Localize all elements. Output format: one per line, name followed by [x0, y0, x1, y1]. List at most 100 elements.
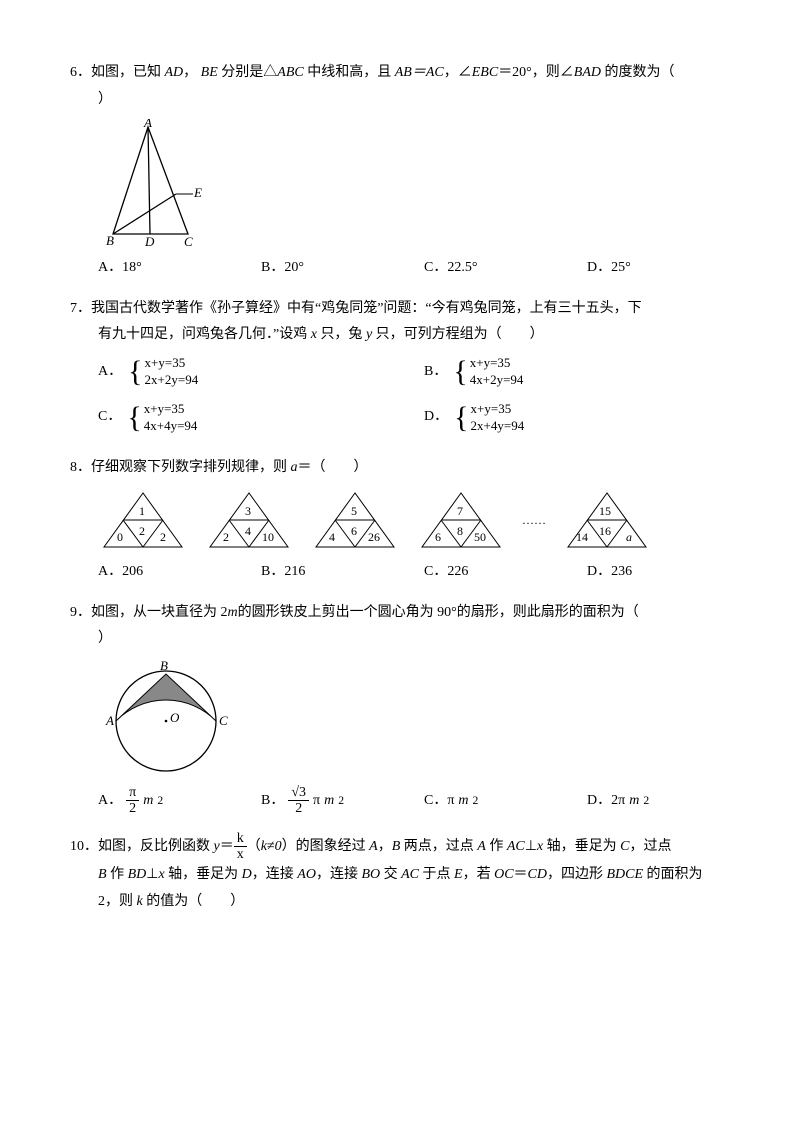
q10-x2: x	[158, 867, 164, 882]
svg-text:2: 2	[139, 524, 145, 538]
q10-B: B	[392, 839, 401, 854]
q10-A: A	[369, 839, 378, 854]
q9-stem: 9．如图，从一块直径为 2m的圆形铁皮上剪出一个圆心角为 90°的扇形，则此扇形…	[70, 600, 750, 627]
q8-opt-c[interactable]: C．226	[424, 559, 587, 586]
q10-E: E	[454, 867, 463, 882]
q7-opt-c[interactable]: C． {x+y=354x+4y=94	[98, 401, 424, 435]
q6-opt-d[interactable]: D．25°	[587, 255, 750, 282]
q10-AO: AO	[297, 867, 316, 882]
q6-opt-a[interactable]: A．18°	[98, 255, 261, 282]
question-6: 6．如图，已知 AD， BE 分别是△ABC 中线和高，且 AB＝AC，∠EBC…	[70, 60, 750, 282]
q10-l1f: 轴，垂足为	[547, 839, 617, 854]
q7-l2b: 只，兔	[317, 327, 366, 342]
q7c-e2: 4x+4y=94	[144, 418, 198, 435]
q10-fnum: k	[234, 831, 247, 847]
q10-fden: x	[234, 847, 247, 862]
q9b-den: 2	[288, 801, 309, 816]
q7-opt-b[interactable]: B． {x+y=354x+2y=94	[424, 355, 750, 389]
question-9: 9．如图，从一块直径为 2m的圆形铁皮上剪出一个圆心角为 90°的扇形，则此扇形…	[70, 600, 750, 817]
question-8: 8．仔细观察下列数字排列规律，则 a＝（ ） 1 0 2 2 3 2 4 10 …	[70, 455, 750, 586]
q7-l2c: 只，可列方程组为（ ）	[372, 327, 544, 342]
q7-line1: 7．我国古代数学著作《孙子算经》中有“鸡兔同笼”问题：“今有鸡兔同笼，上有三十五…	[70, 296, 750, 323]
q8-ellipsis: ……	[522, 509, 546, 532]
q7c-l: C．	[98, 404, 121, 431]
q8-figures: 1 0 2 2 3 2 4 10 5 4 6 26 7 6 8 50	[70, 489, 750, 551]
q8-tri-2: 3 2 4 10	[204, 489, 294, 551]
q7-num: 7．	[70, 301, 91, 316]
q10-x1: x	[537, 839, 543, 854]
q8-options: A．206 B．216 C．226 D．236	[70, 559, 750, 586]
q7-opt-a[interactable]: A． {x+y=352x+2y=94	[98, 355, 424, 389]
svg-text:6: 6	[351, 524, 357, 538]
svg-text:1: 1	[139, 504, 145, 518]
q7-line2: 有九十四足，问鸡兔各几何．”设鸡 x 只，兔 y 只，可列方程组为（ ）	[70, 322, 750, 349]
q8-tri-4: 7 6 8 50	[416, 489, 506, 551]
q9-opt-a[interactable]: A． π2 m2	[98, 785, 261, 817]
q9-close: ）	[70, 626, 750, 653]
q7b-e2: 4x+2y=94	[470, 372, 524, 389]
q9-opt-b[interactable]: B． √32 π m2	[261, 785, 424, 817]
question-7: 7．我国古代数学著作《孙子算经》中有“鸡兔同笼”问题：“今有鸡兔同笼，上有三十五…	[70, 296, 750, 441]
q6-num: 6．	[70, 65, 91, 80]
svg-text:E: E	[193, 185, 202, 200]
q10-num: 10．	[70, 839, 98, 854]
q7-l1: 我国古代数学著作《孙子算经》中有“鸡兔同笼”问题：“今有鸡兔同笼，上有三十五头，…	[91, 301, 642, 316]
q6-EBC: EBC	[472, 65, 498, 80]
q10-l2e: 交	[384, 867, 398, 882]
q9-opt-c[interactable]: C．πm2	[424, 785, 587, 817]
q10-CD: CD	[528, 867, 547, 882]
q8-t2: ＝（ ）	[298, 460, 368, 475]
q10-l2b: 轴，垂足为	[168, 867, 238, 882]
q10-BO: BO	[361, 867, 380, 882]
q9b-l: B．	[261, 788, 284, 815]
q7-opt-d[interactable]: D． {x+y=352x+4y=94	[424, 401, 750, 435]
svg-text:10: 10	[262, 530, 274, 544]
q9d-l: D．2π	[587, 788, 625, 815]
q9c-l: C．π	[424, 788, 454, 815]
q8-num: 8．	[70, 460, 91, 475]
q6-BAD: BAD	[574, 65, 601, 80]
q10-eqs: ＝	[514, 867, 528, 882]
svg-text:A: A	[143, 119, 152, 130]
q10-D: D	[242, 867, 252, 882]
q6-t6: 的度数为（	[605, 65, 675, 80]
q8-stem: 8．仔细观察下列数字排列规律，则 a＝（ ）	[70, 455, 750, 482]
q9a-num: π	[126, 785, 139, 801]
q7a-e2: 2x+2y=94	[145, 372, 199, 389]
q6-opt-c[interactable]: C．22.5°	[424, 255, 587, 282]
q10-l3b: 的值为（ ）	[146, 894, 244, 909]
q10-OC: OC	[494, 867, 513, 882]
q9d-exp: 2	[643, 790, 649, 812]
q8-opt-a[interactable]: A．206	[98, 559, 261, 586]
q10-l2h: ，四边形	[547, 867, 603, 882]
q7-options: A． {x+y=352x+2y=94 B． {x+y=354x+2y=94 C．…	[70, 349, 750, 441]
q8-a: a	[291, 460, 298, 475]
q6-t4: ，∠	[444, 65, 472, 80]
svg-text:3: 3	[245, 504, 251, 518]
q9-m: m	[228, 605, 238, 620]
svg-text:16: 16	[599, 524, 611, 538]
q9a-l: A．	[98, 788, 122, 815]
svg-text:6: 6	[435, 530, 441, 544]
q10-B2: B	[98, 867, 107, 882]
q9-num: 9．	[70, 605, 91, 620]
q6-opt-b[interactable]: B．20°	[261, 255, 424, 282]
svg-text:5: 5	[351, 504, 357, 518]
q9-figure: A B C O	[70, 659, 750, 779]
question-10: 10．如图，反比例函数 y＝kx（k≠0）的图象经过 A，B 两点，过点 A 作…	[70, 831, 750, 916]
svg-text:B: B	[106, 233, 114, 248]
q6-t5: ＝20°，则∠	[498, 65, 574, 80]
q6-ABC: ABC	[277, 65, 303, 80]
svg-text:26: 26	[368, 530, 380, 544]
svg-text:7: 7	[457, 504, 463, 518]
q10-l2g: ，若	[463, 867, 491, 882]
q8-tri-5: 15 14 16 a	[562, 489, 652, 551]
q9-opt-d[interactable]: D．2πm2	[587, 785, 750, 817]
q9d-m: m	[629, 788, 639, 815]
q10-BD: BD	[128, 867, 147, 882]
q8-opt-d[interactable]: D．236	[587, 559, 750, 586]
q8-opt-b[interactable]: B．216	[261, 559, 424, 586]
q10-BDCE: BDCE	[606, 867, 643, 882]
svg-text:4: 4	[245, 524, 251, 538]
q7d-l: D．	[424, 404, 448, 431]
